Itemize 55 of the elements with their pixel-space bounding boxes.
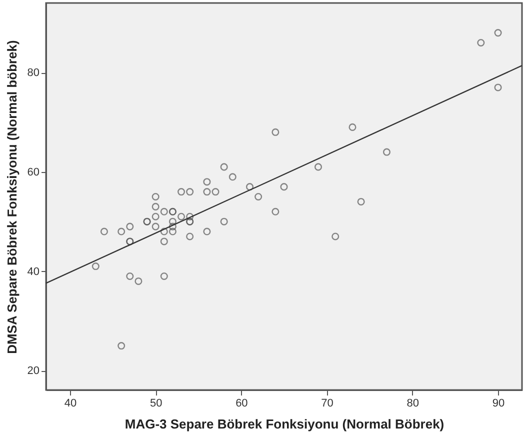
x-tick-label: 80 xyxy=(406,398,420,410)
point xyxy=(314,163,322,171)
point xyxy=(220,218,228,226)
point xyxy=(203,188,211,196)
point xyxy=(332,232,340,240)
x-tick-label: 90 xyxy=(492,398,505,410)
y-tick-label: 80 xyxy=(27,67,40,80)
point xyxy=(168,222,176,230)
x-axis-title: MAG-3 Separe Böbrek Fonksiyonu (Normal Böbrek) xyxy=(124,416,444,432)
point xyxy=(382,148,390,156)
point xyxy=(178,212,186,220)
y-tick-label: 20 xyxy=(27,365,40,378)
point xyxy=(494,84,502,92)
point xyxy=(168,218,176,226)
point xyxy=(228,173,236,181)
point xyxy=(186,232,194,240)
point xyxy=(494,29,502,37)
point xyxy=(186,188,194,196)
y-tick-label: 40 xyxy=(27,266,40,278)
point xyxy=(100,228,108,236)
point xyxy=(220,163,228,171)
point xyxy=(246,183,254,191)
point xyxy=(152,202,160,210)
point xyxy=(160,208,168,216)
point xyxy=(280,183,288,191)
point xyxy=(126,272,134,280)
point xyxy=(178,188,186,196)
point xyxy=(152,192,160,201)
point xyxy=(160,228,168,236)
point xyxy=(92,262,100,270)
point xyxy=(203,228,211,236)
point xyxy=(212,188,220,196)
point xyxy=(134,277,142,285)
point xyxy=(477,38,485,46)
point xyxy=(160,238,168,246)
point xyxy=(118,342,126,350)
x-tick-label: 60 xyxy=(236,398,248,410)
point xyxy=(272,208,280,216)
point xyxy=(152,212,160,220)
point xyxy=(160,272,168,280)
point xyxy=(168,228,176,236)
point xyxy=(254,192,262,201)
point xyxy=(126,222,134,230)
x-tick-label: 40 xyxy=(64,398,77,410)
point xyxy=(348,123,356,131)
point xyxy=(152,222,160,230)
point xyxy=(203,178,211,186)
point xyxy=(357,198,365,206)
point xyxy=(186,212,194,220)
x-tick-label: 70 xyxy=(321,398,334,410)
point xyxy=(272,128,280,136)
x-tick-label: 50 xyxy=(150,398,162,410)
y-axis-title: DMSA Separe Böbrek Fonksiyonu (Normal böbrek) xyxy=(4,40,20,354)
y-tick-label: 60 xyxy=(27,166,40,178)
point xyxy=(118,228,126,236)
